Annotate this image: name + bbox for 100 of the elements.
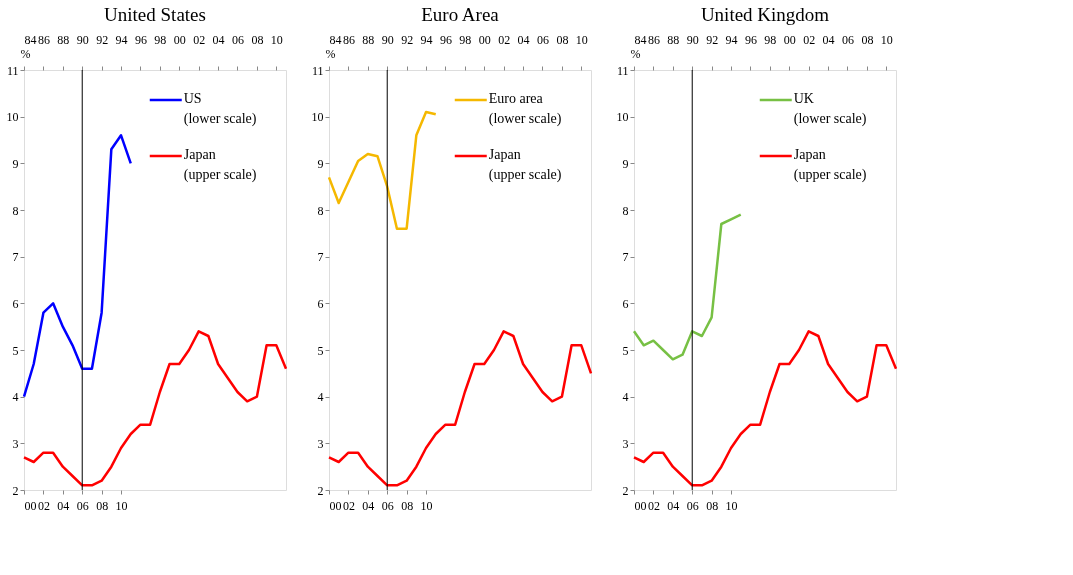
- y-tick-label: 11: [6, 63, 19, 78]
- x2-tick-label: 96: [744, 32, 757, 47]
- y-axis-title: %: [20, 46, 31, 61]
- x-tick-label: 10: [115, 498, 128, 513]
- x-tick-label: 10: [420, 498, 433, 513]
- y-tick-label: 4: [622, 390, 629, 405]
- y-tick-label: 6: [12, 296, 19, 311]
- legend-label: Euro area (lower scale): [488, 91, 562, 127]
- x-tick-label: 00: [634, 498, 647, 513]
- x2-tick-label: 84: [24, 32, 37, 47]
- x2-tick-label: 88: [362, 32, 375, 47]
- x-tick-label: 02: [342, 498, 355, 513]
- x2-tick-label: 00: [783, 32, 796, 47]
- x2-tick-label: 98: [154, 32, 167, 47]
- x2-tick-label: 98: [764, 32, 777, 47]
- x2-tick-label: 92: [706, 32, 719, 47]
- x-tick-label: 08: [96, 498, 109, 513]
- y-tick-label: 10: [6, 110, 19, 125]
- x2-tick-label: 86: [342, 32, 355, 47]
- y-tick-label: 9: [317, 156, 324, 171]
- x-tick-label: 04: [667, 498, 680, 513]
- legend-label: UK (lower scale): [793, 91, 867, 127]
- x2-tick-label: 10: [880, 32, 893, 47]
- x2-tick-label: 86: [37, 32, 50, 47]
- y-axis-title: %: [325, 46, 336, 61]
- y-tick-label: 6: [622, 296, 629, 311]
- y-tick-label: 9: [622, 156, 629, 171]
- x2-tick-label: 86: [647, 32, 660, 47]
- chart-title: United States: [104, 4, 206, 25]
- x2-tick-label: 84: [634, 32, 647, 47]
- x2-tick-label: 04: [212, 32, 225, 47]
- x2-tick-label: 04: [517, 32, 530, 47]
- x-tick-label: 04: [57, 498, 70, 513]
- x2-tick-label: 02: [498, 32, 511, 47]
- x2-tick-label: 90: [686, 32, 699, 47]
- x2-tick-label: 84: [329, 32, 342, 47]
- x2-tick-label: 06: [231, 32, 244, 47]
- x2-tick-label: 04: [822, 32, 835, 47]
- y-tick-label: 4: [317, 390, 324, 405]
- y-tick-label: 7: [12, 250, 19, 265]
- x-tick-label: 00: [24, 498, 37, 513]
- y-tick-label: 3: [622, 436, 629, 451]
- x2-tick-label: 02: [803, 32, 816, 47]
- y-tick-label: 11: [311, 63, 324, 78]
- x2-tick-label: 06: [841, 32, 854, 47]
- chart-title: Euro Area: [421, 4, 500, 25]
- y-tick-label: 3: [317, 436, 324, 451]
- y-tick-label: 8: [317, 203, 324, 218]
- x2-tick-label: 06: [536, 32, 549, 47]
- x2-tick-label: 10: [270, 32, 283, 47]
- legend-label: US (lower scale): [183, 91, 257, 127]
- x2-tick-label: 90: [76, 32, 89, 47]
- x2-tick-label: 00: [478, 32, 491, 47]
- legend-label: Japan (upper scale): [793, 147, 867, 183]
- y-tick-label: 7: [622, 250, 629, 265]
- x-tick-label: 02: [647, 498, 660, 513]
- line-series: [22, 134, 132, 398]
- y-tick-label: 3: [12, 436, 19, 451]
- x-tick-label: 02: [37, 498, 50, 513]
- x-tick-label: 08: [706, 498, 719, 513]
- x2-tick-label: 94: [115, 32, 128, 47]
- line-series: [327, 110, 437, 230]
- x2-tick-label: 02: [193, 32, 206, 47]
- x2-tick-label: 90: [381, 32, 394, 47]
- x-tick-label: 06: [76, 498, 89, 513]
- y-tick-label: 8: [622, 203, 629, 218]
- x-tick-label: 06: [381, 498, 394, 513]
- x-tick-label: 00: [329, 498, 342, 513]
- x2-tick-label: 94: [725, 32, 738, 47]
- y-tick-label: 10: [311, 110, 324, 125]
- legend-label: Japan (upper scale): [183, 147, 257, 183]
- x2-tick-label: 98: [459, 32, 472, 47]
- y-tick-label: 8: [12, 203, 19, 218]
- line-series: [632, 213, 742, 361]
- y-axis-title: %: [630, 46, 641, 61]
- x2-tick-label: 08: [556, 32, 569, 47]
- x2-tick-label: 96: [134, 32, 147, 47]
- y-tick-label: 9: [12, 156, 19, 171]
- y-tick-label: 5: [12, 343, 19, 358]
- y-tick-label: 6: [317, 296, 324, 311]
- y-tick-label: 7: [317, 250, 324, 265]
- legend-label: Japan (upper scale): [488, 147, 562, 183]
- x2-tick-label: 92: [401, 32, 414, 47]
- x-tick-label: 10: [725, 498, 738, 513]
- y-tick-label: 5: [622, 343, 629, 358]
- chart-title: United Kingdom: [700, 4, 830, 25]
- y-tick-label: 2: [622, 483, 629, 498]
- y-tick-label: 2: [12, 483, 19, 498]
- x2-tick-label: 10: [575, 32, 588, 47]
- x2-tick-label: 08: [251, 32, 264, 47]
- y-tick-label: 5: [317, 343, 324, 358]
- x2-tick-label: 96: [439, 32, 452, 47]
- x-tick-label: 06: [686, 498, 699, 513]
- x2-tick-label: 08: [861, 32, 874, 47]
- y-tick-label: 2: [317, 483, 324, 498]
- x2-tick-label: 94: [420, 32, 433, 47]
- x2-tick-label: 88: [667, 32, 680, 47]
- y-tick-label: 4: [12, 390, 19, 405]
- x2-tick-label: 00: [173, 32, 186, 47]
- y-tick-label: 11: [616, 63, 629, 78]
